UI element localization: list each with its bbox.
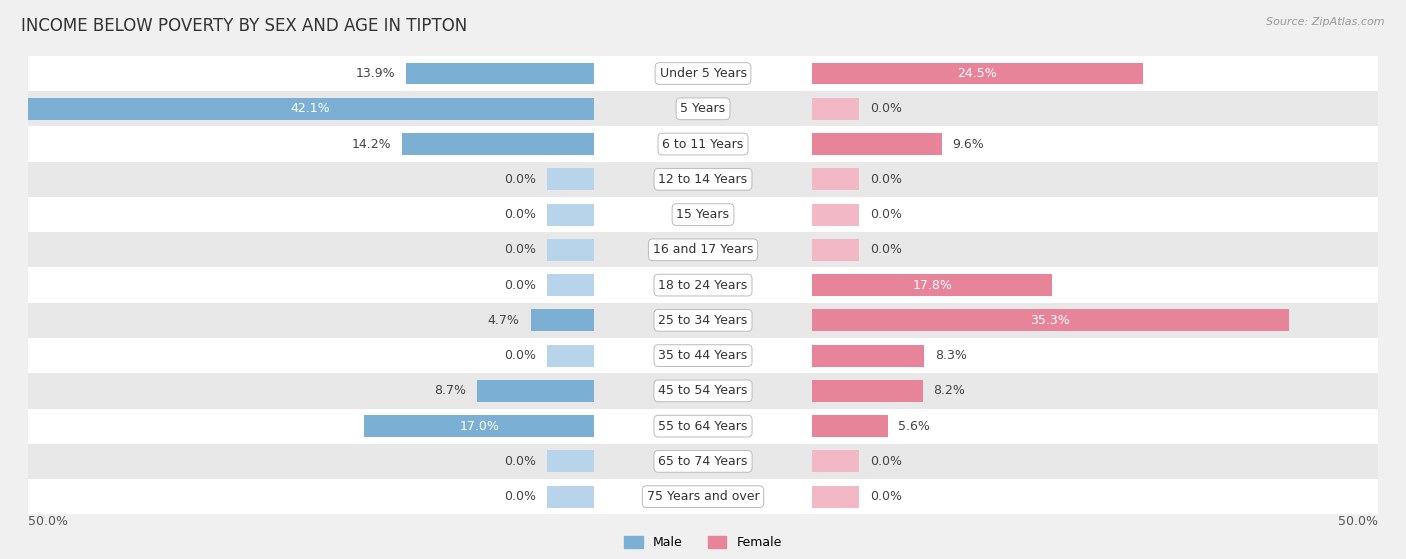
Bar xyxy=(530,310,593,331)
Bar xyxy=(813,415,887,437)
Text: 0.0%: 0.0% xyxy=(870,243,903,257)
Bar xyxy=(28,56,1378,91)
Bar xyxy=(364,415,593,437)
Bar xyxy=(547,203,593,225)
Text: 5.6%: 5.6% xyxy=(898,420,931,433)
Bar xyxy=(813,203,859,225)
Text: 45 to 54 Years: 45 to 54 Years xyxy=(658,385,748,397)
Text: 25 to 34 Years: 25 to 34 Years xyxy=(658,314,748,327)
Bar xyxy=(28,232,1378,267)
Text: 0.0%: 0.0% xyxy=(870,208,903,221)
Text: 75 Years and over: 75 Years and over xyxy=(647,490,759,503)
Bar xyxy=(547,239,593,260)
Text: 0.0%: 0.0% xyxy=(503,208,536,221)
Text: 35 to 44 Years: 35 to 44 Years xyxy=(658,349,748,362)
Text: Under 5 Years: Under 5 Years xyxy=(659,67,747,80)
Text: 9.6%: 9.6% xyxy=(952,138,984,150)
Bar xyxy=(813,310,1288,331)
Bar xyxy=(28,91,1378,126)
Bar xyxy=(28,373,1378,409)
Text: 24.5%: 24.5% xyxy=(957,67,997,80)
Bar xyxy=(813,380,922,402)
Text: 8.3%: 8.3% xyxy=(935,349,967,362)
Bar xyxy=(813,486,859,508)
Bar xyxy=(28,479,1378,514)
Bar xyxy=(402,133,593,155)
Text: 55 to 64 Years: 55 to 64 Years xyxy=(658,420,748,433)
Text: 12 to 14 Years: 12 to 14 Years xyxy=(658,173,748,186)
Text: 5 Years: 5 Years xyxy=(681,102,725,115)
Text: 17.0%: 17.0% xyxy=(460,420,499,433)
Text: 0.0%: 0.0% xyxy=(870,455,903,468)
Text: 0.0%: 0.0% xyxy=(870,102,903,115)
Bar xyxy=(28,267,1378,303)
Text: 0.0%: 0.0% xyxy=(870,490,903,503)
Text: 8.2%: 8.2% xyxy=(934,385,966,397)
Bar xyxy=(813,274,1052,296)
Text: 4.7%: 4.7% xyxy=(488,314,520,327)
Bar xyxy=(813,239,859,260)
Bar xyxy=(547,345,593,367)
Bar xyxy=(813,345,924,367)
Bar xyxy=(813,63,1143,84)
Bar xyxy=(813,133,942,155)
Text: 0.0%: 0.0% xyxy=(503,490,536,503)
Text: 0.0%: 0.0% xyxy=(503,243,536,257)
Legend: Male, Female: Male, Female xyxy=(624,536,782,549)
Text: 16 and 17 Years: 16 and 17 Years xyxy=(652,243,754,257)
Text: 50.0%: 50.0% xyxy=(1339,515,1378,528)
Text: 0.0%: 0.0% xyxy=(503,173,536,186)
Text: 8.7%: 8.7% xyxy=(433,385,465,397)
Text: 35.3%: 35.3% xyxy=(1031,314,1070,327)
Text: 17.8%: 17.8% xyxy=(912,278,952,292)
Bar xyxy=(477,380,593,402)
Bar xyxy=(813,168,859,190)
Text: 0.0%: 0.0% xyxy=(503,278,536,292)
Bar xyxy=(547,274,593,296)
Text: 0.0%: 0.0% xyxy=(503,349,536,362)
Bar xyxy=(406,63,593,84)
Text: 42.1%: 42.1% xyxy=(290,102,329,115)
Bar xyxy=(547,168,593,190)
Bar xyxy=(28,444,1378,479)
Bar xyxy=(28,126,1378,162)
Text: 0.0%: 0.0% xyxy=(503,455,536,468)
Bar xyxy=(547,486,593,508)
Bar xyxy=(813,451,859,472)
Text: 65 to 74 Years: 65 to 74 Years xyxy=(658,455,748,468)
Bar xyxy=(28,162,1378,197)
Bar xyxy=(28,303,1378,338)
Text: 50.0%: 50.0% xyxy=(28,515,67,528)
Text: 6 to 11 Years: 6 to 11 Years xyxy=(662,138,744,150)
Text: 15 Years: 15 Years xyxy=(676,208,730,221)
Bar xyxy=(813,98,859,120)
Bar xyxy=(28,197,1378,232)
Text: 14.2%: 14.2% xyxy=(352,138,391,150)
Text: 0.0%: 0.0% xyxy=(870,173,903,186)
Bar xyxy=(547,451,593,472)
Bar xyxy=(28,409,1378,444)
Text: INCOME BELOW POVERTY BY SEX AND AGE IN TIPTON: INCOME BELOW POVERTY BY SEX AND AGE IN T… xyxy=(21,17,467,35)
Text: 13.9%: 13.9% xyxy=(356,67,395,80)
Text: 18 to 24 Years: 18 to 24 Years xyxy=(658,278,748,292)
Bar xyxy=(28,338,1378,373)
Text: Source: ZipAtlas.com: Source: ZipAtlas.com xyxy=(1267,17,1385,27)
Bar xyxy=(25,98,593,120)
